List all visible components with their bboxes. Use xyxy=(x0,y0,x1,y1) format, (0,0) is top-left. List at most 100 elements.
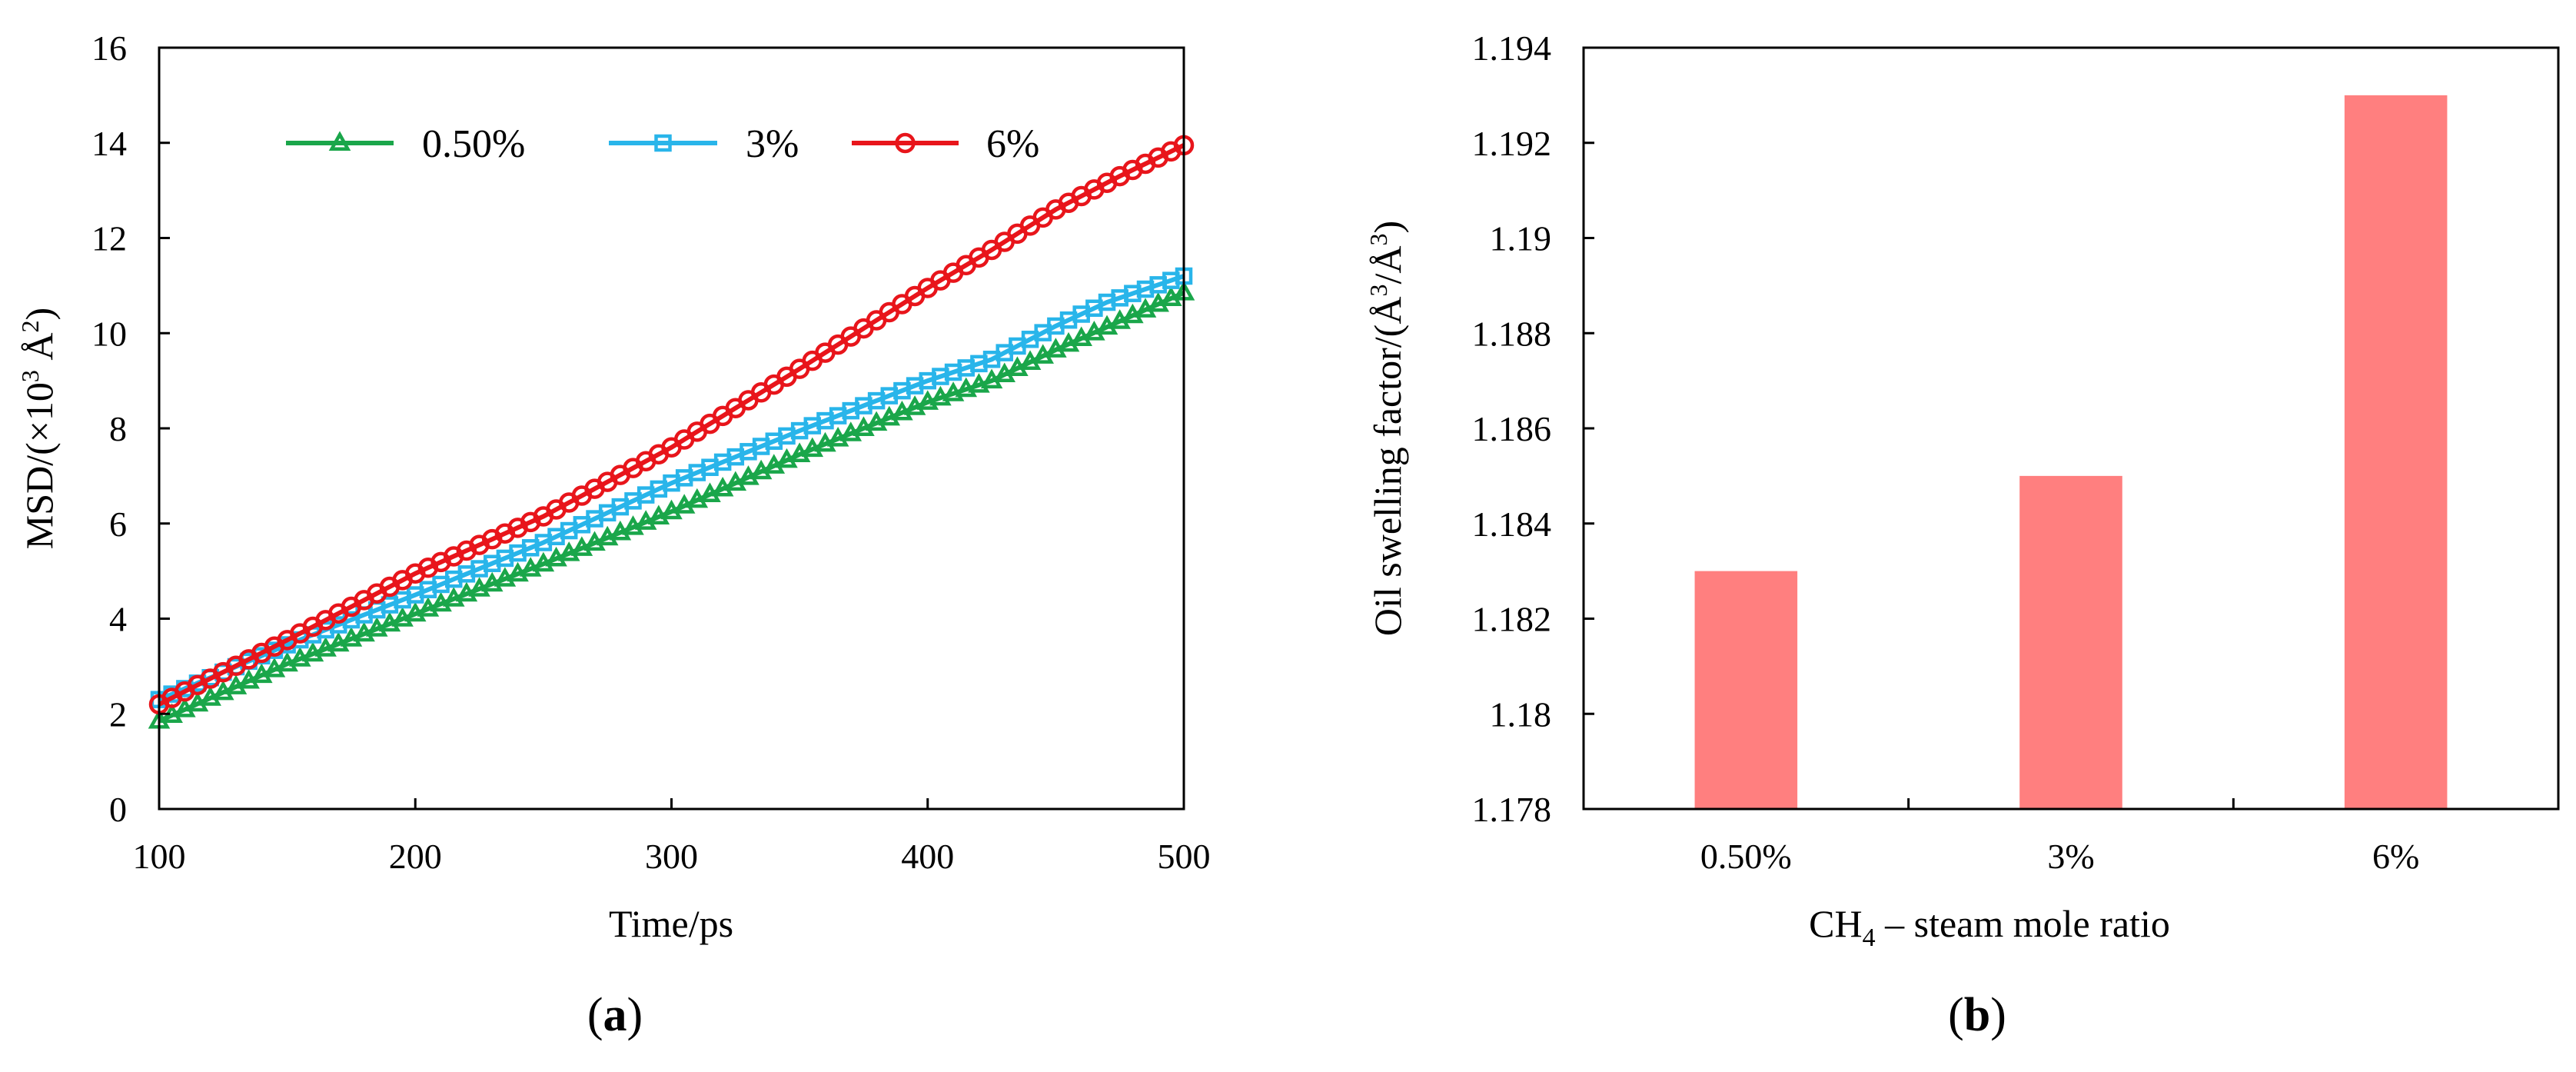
msd-legend: 0.50% 3% 6% xyxy=(286,122,1039,166)
legend-entry-0-50pct: 0.50% xyxy=(286,122,525,166)
msd-y-tick-label: 10 xyxy=(91,314,127,353)
panel-a-letter: a xyxy=(603,989,627,1041)
msd-data-point xyxy=(301,641,324,662)
msd-data-point xyxy=(519,557,542,577)
msd-y-axis: 0 2 4 6 8 10 12 14 16 xyxy=(91,28,170,829)
msd-y-title-sup1: 3 xyxy=(16,370,44,382)
swelling-y-tick-label: 1.192 xyxy=(1472,124,1552,163)
swelling-bar-1 xyxy=(2019,475,2122,809)
msd-data-point xyxy=(480,571,504,592)
msd-data-point xyxy=(314,637,337,657)
msd-data-point xyxy=(455,581,478,602)
msd-y-tick-label: 6 xyxy=(109,504,127,544)
legend-square-marker-icon xyxy=(654,134,672,152)
swelling-bar-chart: 1.178 1.18 1.182 1.184 1.186 1.188 1.19 1.192 1.… xyxy=(1364,28,2560,1041)
swelling-y-tick-label: 1.188 xyxy=(1472,314,1552,353)
msd-x-axis: 100 200 300 400 500 xyxy=(133,798,1211,876)
legend-triangle-marker-icon xyxy=(328,131,351,151)
swelling-y-tick-label: 1.182 xyxy=(1472,600,1552,639)
msd-series-layer xyxy=(148,135,1195,729)
swelling-y-title-prefix: Oil swelling factor/(Å xyxy=(1366,297,1409,637)
legend-entry-3pct: 3% xyxy=(609,122,799,166)
swelling-y-tick-label: 1.178 xyxy=(1472,790,1552,829)
msd-x-tick-label: 300 xyxy=(645,837,698,876)
msd-series-0 xyxy=(148,281,1195,729)
msd-data-point xyxy=(276,651,298,672)
legend-label-0-50pct: 0.50% xyxy=(422,122,525,166)
legend-marker-shape xyxy=(654,134,672,152)
msd-x-tick-label: 100 xyxy=(133,837,186,876)
swelling-x-tick-label: 6% xyxy=(2372,837,2419,876)
panel-label-a: (a) xyxy=(587,989,643,1041)
legend-label-3pct: 3% xyxy=(746,122,799,166)
msd-y-tick-label: 8 xyxy=(109,409,127,448)
msd-y-axis-title: MSD/(×103 Å2) xyxy=(16,308,61,549)
msd-data-point xyxy=(404,601,427,622)
panel-label-b: (b) xyxy=(1948,989,2006,1041)
swelling-y-axis-title: Oil swelling factor/(Å3/Å3) xyxy=(1364,221,1409,636)
msd-data-point xyxy=(417,597,440,617)
msd-line-chart: 0 2 4 6 8 10 12 14 16 100 200 300 400 500 0.50% 3% 6… xyxy=(16,28,1211,1041)
msd-series-2 xyxy=(148,135,1195,715)
swelling-y-title-suffix: ) xyxy=(1366,221,1409,234)
swelling-y-tick-label: 1.186 xyxy=(1472,409,1552,448)
msd-data-point xyxy=(391,607,414,627)
msd-x-tick-label: 200 xyxy=(389,837,442,876)
swelling-bar-0 xyxy=(1694,571,1798,809)
panel-a-close-paren: ) xyxy=(627,989,643,1041)
panel-b-open-paren: ( xyxy=(1948,989,1964,1041)
msd-data-point xyxy=(929,385,952,406)
msd-data-point xyxy=(340,627,363,647)
msd-x-tick-label: 500 xyxy=(1158,837,1211,876)
msd-y-title-mid: Å xyxy=(18,332,61,370)
swelling-y-tick-label: 1.19 xyxy=(1490,219,1552,258)
msd-data-point xyxy=(289,647,311,667)
msd-y-title-prefix: MSD/(×10 xyxy=(18,382,61,549)
msd-x-tick-label: 400 xyxy=(901,837,954,876)
msd-y-title-sup2: 2 xyxy=(16,320,44,332)
swelling-x-axis: 0.50% 3% 6% xyxy=(1700,798,2419,876)
swelling-x-tick-label: 0.50% xyxy=(1700,837,1792,876)
swelling-x-title-suffix: – steam mole ratio xyxy=(1876,902,2170,945)
legend-entry-6pct: 6% xyxy=(852,122,1039,166)
msd-y-tick-label: 14 xyxy=(91,124,127,163)
legend-label-6pct: 6% xyxy=(986,122,1039,166)
panel-a-open-paren: ( xyxy=(587,989,603,1041)
msd-data-point xyxy=(507,561,529,582)
swelling-y-title-sup1: 3 xyxy=(1364,285,1392,297)
msd-y-tick-label: 16 xyxy=(91,28,127,68)
swelling-bar-2 xyxy=(2344,95,2448,809)
swelling-y-tick-label: 1.194 xyxy=(1472,28,1552,68)
msd-data-point xyxy=(942,381,965,401)
panel-b-letter: b xyxy=(1964,989,1990,1041)
msd-y-title-suffix: ) xyxy=(18,308,61,321)
swelling-bars-layer xyxy=(1694,95,2448,809)
panel-b-close-paren: ) xyxy=(1990,989,2006,1041)
msd-data-point xyxy=(968,373,990,393)
msd-data-point xyxy=(468,577,490,597)
msd-data-point xyxy=(430,591,452,612)
msd-data-point xyxy=(442,587,465,607)
swelling-x-title-sub: 4 xyxy=(1863,924,1876,952)
msd-y-tick-label: 2 xyxy=(109,694,127,734)
msd-data-point xyxy=(916,390,939,410)
swelling-y-title-mid: /Å xyxy=(1366,246,1409,285)
swelling-x-title-prefix: CH xyxy=(1809,902,1862,945)
swelling-x-tick-label: 3% xyxy=(2047,837,2094,876)
swelling-y-axis: 1.178 1.18 1.182 1.184 1.186 1.188 1.19 1.192 1.… xyxy=(1472,28,1594,829)
msd-data-point xyxy=(353,621,375,642)
legend-marker-shape xyxy=(328,131,351,151)
msd-data-point xyxy=(378,611,401,632)
legend-marker-shape xyxy=(895,132,916,154)
msd-y-tick-label: 12 xyxy=(91,219,127,258)
swelling-y-title-sup2: 3 xyxy=(1364,234,1392,246)
msd-y-tick-label: 4 xyxy=(109,600,127,639)
msd-data-point xyxy=(365,617,388,637)
msd-y-tick-label: 0 xyxy=(109,790,127,829)
msd-data-point xyxy=(327,631,350,652)
swelling-y-tick-label: 1.184 xyxy=(1472,504,1552,544)
swelling-x-axis-title: CH4 – steam mole ratio xyxy=(1809,902,2170,952)
msd-data-point xyxy=(494,567,517,587)
